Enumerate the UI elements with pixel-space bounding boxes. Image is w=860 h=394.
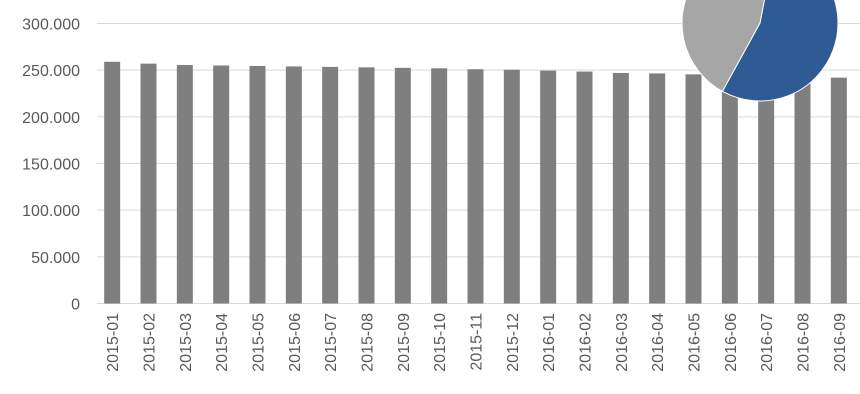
bar-2016-05 — [685, 74, 702, 304]
bar-2016-03 — [612, 72, 629, 304]
x-axis: 2015-01 2015-02 2015-03 2015-04 2015-05 2015-… — [105, 313, 849, 372]
x-tick-label-2015-11: 2015-11 — [469, 313, 486, 371]
pie-slice-0 — [721, 0, 839, 102]
x-tick-label-2015-01: 2015-01 — [105, 313, 122, 372]
bar-2016-06 — [721, 75, 738, 304]
x-tick-label-2015-05: 2015-05 — [251, 313, 268, 372]
x-tick-label-2015-03: 2015-03 — [178, 313, 195, 372]
x-tick-label-2015-10: 2015-10 — [432, 313, 449, 372]
x-tick-label-2015-07: 2015-07 — [323, 313, 340, 372]
bar-2016-08 — [794, 76, 811, 304]
x-tick-label-2016-01: 2016-01 — [541, 313, 558, 372]
bar-2015-02 — [140, 63, 157, 304]
y-tick-label: 300.000 — [22, 17, 80, 34]
bar-layer — [104, 61, 847, 304]
pie-slice-1 — [681, 0, 765, 93]
x-tick-label-2016-05: 2016-05 — [687, 313, 704, 372]
bar-2015-10 — [431, 68, 448, 304]
bar-2016-02 — [576, 71, 593, 304]
y-tick-label: 200.000 — [22, 110, 80, 127]
x-tick-label-2015-02: 2015-02 — [142, 313, 159, 372]
x-tick-label-2016-06: 2016-06 — [723, 313, 740, 372]
bar-2015-06 — [285, 66, 302, 304]
bar-2015-03 — [176, 65, 193, 304]
x-tick-label-2016-04: 2016-04 — [650, 313, 667, 372]
y-tick-label: 250.000 — [22, 63, 80, 80]
bar-2015-09 — [394, 67, 411, 304]
y-tick-label: 0 — [71, 297, 80, 314]
bar-2016-04 — [649, 73, 666, 304]
x-tick-label-2016-08: 2016-08 — [796, 313, 813, 372]
x-tick-label-2016-02: 2016-02 — [578, 313, 595, 372]
x-tick-label-2015-09: 2015-09 — [396, 313, 413, 372]
x-tick-label-2015-08: 2015-08 — [360, 313, 377, 372]
x-tick-label-2016-07: 2016-07 — [759, 313, 776, 372]
x-tick-label-2015-12: 2015-12 — [505, 313, 522, 372]
bar-2016-07 — [758, 75, 775, 304]
bar-2015-07 — [322, 66, 339, 304]
y-tick-label: 100.000 — [22, 203, 80, 220]
bar-2015-08 — [358, 67, 375, 304]
y-tick-label: 50.000 — [31, 250, 80, 267]
bar-2015-11 — [467, 69, 484, 304]
x-tick-label-2016-03: 2016-03 — [614, 313, 631, 372]
y-axis: 0 50.000 100.000 150.000 200.000 250.000 300.0… — [22, 17, 80, 314]
x-tick-label-2016-09: 2016-09 — [832, 313, 849, 372]
bar-2016-09 — [830, 77, 847, 304]
bar-2015-01 — [104, 61, 121, 304]
bar-2015-05 — [249, 65, 266, 304]
y-tick-label: 150.000 — [22, 157, 80, 174]
bar-2016-01 — [540, 70, 557, 304]
pie-chart — [681, 0, 839, 102]
x-tick-label-2015-04: 2015-04 — [214, 313, 231, 372]
x-tick-label-2015-06: 2015-06 — [287, 313, 304, 372]
bar-2015-04 — [213, 65, 230, 304]
bar-2015-12 — [503, 69, 520, 304]
